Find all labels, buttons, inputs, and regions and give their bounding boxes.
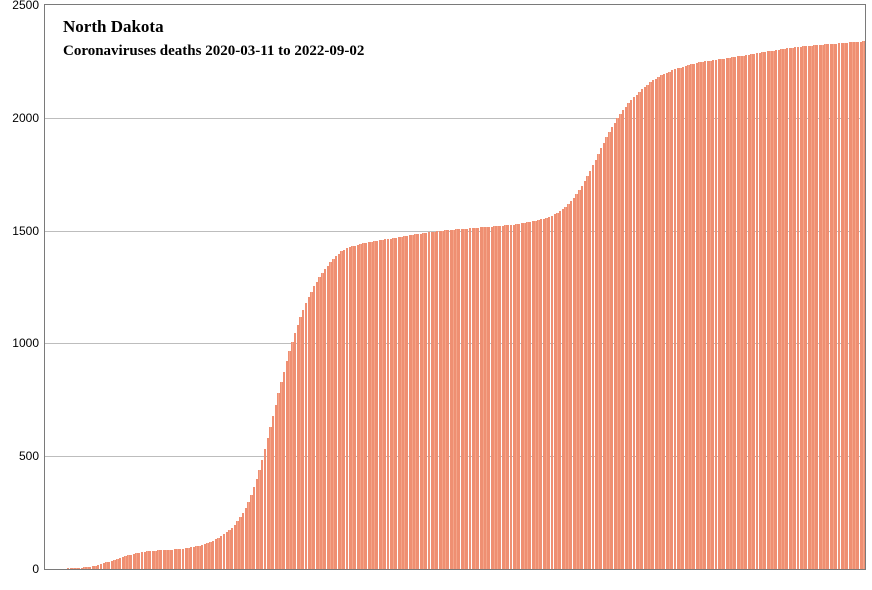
bar xyxy=(862,41,864,569)
plot-area: North Dakota Coronaviruses deaths 2020-0… xyxy=(44,4,866,570)
y-tick-label: 2500 xyxy=(12,0,39,12)
y-tick-label: 2000 xyxy=(12,111,39,125)
chart-title: North Dakota xyxy=(63,17,364,37)
y-tick-label: 0 xyxy=(32,562,39,576)
y-tick-label: 1000 xyxy=(12,336,39,350)
chart-title-box: North Dakota Coronaviruses deaths 2020-0… xyxy=(53,11,374,68)
bars-layer xyxy=(45,5,865,569)
y-tick-label: 500 xyxy=(19,449,39,463)
chart-subtitle: Coronaviruses deaths 2020-03-11 to 2022-… xyxy=(63,43,364,60)
y-tick-label: 1500 xyxy=(12,224,39,238)
chart-container: North Dakota Coronaviruses deaths 2020-0… xyxy=(0,0,872,590)
